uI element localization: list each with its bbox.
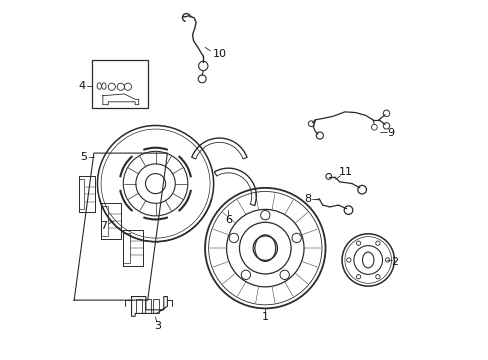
Text: 3: 3 (154, 321, 161, 331)
Text: 6: 6 (224, 215, 231, 225)
Text: 4: 4 (79, 81, 86, 91)
Text: 5: 5 (80, 152, 87, 162)
Bar (92, 60, 147, 108)
Text: 7: 7 (100, 221, 107, 231)
Bar (136, 299, 142, 313)
Text: 8: 8 (304, 194, 310, 204)
Text: 9: 9 (386, 128, 393, 138)
Text: 11: 11 (338, 167, 352, 177)
Text: 10: 10 (213, 49, 226, 59)
Bar (144, 299, 150, 313)
Text: 1: 1 (261, 312, 268, 322)
Bar (153, 299, 159, 313)
Bar (101, 206, 108, 236)
Bar (123, 233, 130, 263)
Text: 2: 2 (391, 257, 398, 267)
Bar (79, 179, 84, 210)
